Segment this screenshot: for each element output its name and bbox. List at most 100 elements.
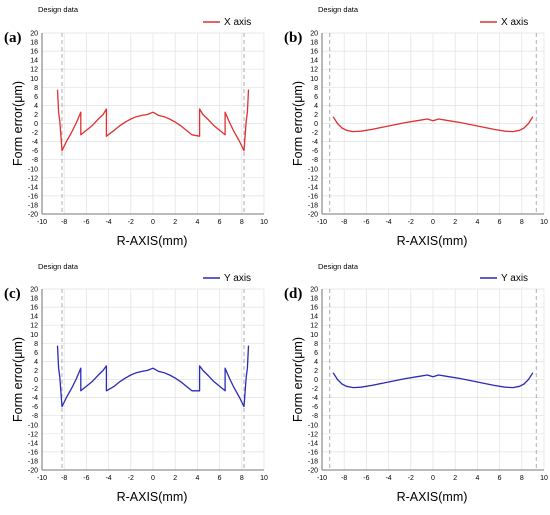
series-line-1: [56, 345, 250, 408]
legend: X axis: [203, 17, 251, 28]
x-tick-label: -6: [83, 475, 89, 482]
y-tick-label: 20: [30, 287, 38, 294]
x-tick-label: -4: [105, 475, 111, 482]
y-tick-label: -10: [28, 422, 38, 429]
x-tick-label: -10: [317, 219, 327, 226]
y-axis-title: Form error(μm): [291, 81, 305, 166]
x-tick-label: -2: [408, 219, 414, 226]
y-tick-label: -12: [28, 175, 38, 182]
x-axis-title: R-AXIS(mm): [117, 234, 188, 248]
x-tick-label: 4: [195, 219, 199, 226]
x-tick-label: 10: [540, 475, 548, 482]
y-tick-label: -2: [32, 386, 38, 393]
y-tick-label: 16: [310, 305, 318, 312]
x-tick-label: 2: [453, 219, 457, 226]
y-tick-label: 6: [34, 350, 38, 357]
x-tick-label: 0: [431, 219, 435, 226]
legend: Y axis: [480, 273, 528, 284]
y-tick-label: 2: [34, 112, 38, 119]
y-tick-label: 4: [34, 103, 38, 110]
legend: X axis: [480, 17, 528, 28]
y-tick-label: 18: [30, 40, 38, 47]
legend-label: Y axis: [224, 273, 251, 284]
y-tick-label: -14: [28, 184, 38, 191]
x-tick-label: -10: [317, 475, 327, 482]
design-data-label: Design data: [318, 262, 359, 271]
y-tick-label: 6: [34, 94, 38, 101]
y-tick-label: 20: [310, 31, 318, 38]
y-tick-label: 2: [34, 368, 38, 375]
x-tick-label: -4: [385, 219, 391, 226]
x-tick-label: -8: [61, 475, 67, 482]
x-tick-label: -2: [408, 475, 414, 482]
y-tick-label: 2: [314, 112, 318, 119]
x-tick-label: 8: [520, 475, 524, 482]
y-tick-label: 10: [310, 76, 318, 83]
x-tick-label: 0: [151, 219, 155, 226]
x-tick-label: -2: [128, 475, 134, 482]
panel-label: (d): [284, 286, 302, 302]
y-tick-label: -8: [312, 413, 318, 420]
y-tick-label: -4: [32, 395, 38, 402]
y-tick-label: -8: [32, 413, 38, 420]
y-tick-label: -12: [28, 431, 38, 438]
x-tick-label: -6: [363, 219, 369, 226]
x-tick-label: 0: [431, 475, 435, 482]
y-tick-label: 0: [34, 121, 38, 128]
x-tick-label: -10: [37, 475, 47, 482]
y-tick-label: 10: [30, 332, 38, 339]
y-tick-label: -10: [28, 166, 38, 173]
x-axis-title: R-AXIS(mm): [397, 490, 468, 504]
y-tick-label: -14: [28, 440, 38, 447]
x-tick-label: 4: [475, 219, 479, 226]
y-tick-label: -6: [32, 404, 38, 411]
x-tick-label: 6: [218, 219, 222, 226]
x-tick-label: 10: [260, 475, 268, 482]
series-line-1: [56, 89, 250, 152]
y-tick-label: -4: [32, 139, 38, 146]
y-tick-label: -6: [312, 148, 318, 155]
y-axis-title: Form error(μm): [291, 337, 305, 422]
y-tick-label: 16: [30, 305, 38, 312]
y-tick-label: 16: [30, 49, 38, 56]
y-tick-label: 10: [310, 332, 318, 339]
x-axis-title: R-AXIS(mm): [117, 490, 188, 504]
y-tick-label: 6: [314, 350, 318, 357]
legend-label: Y axis: [501, 273, 528, 284]
y-tick-label: -14: [308, 184, 318, 191]
x-tick-label: -6: [363, 475, 369, 482]
panel-label: (b): [284, 30, 302, 46]
x-tick-label: 2: [173, 475, 177, 482]
y-tick-label: -4: [312, 139, 318, 146]
panel-label: (c): [4, 286, 21, 302]
x-tick-label: -6: [83, 219, 89, 226]
y-tick-label: -2: [32, 130, 38, 137]
y-tick-label: -4: [312, 395, 318, 402]
y-tick-label: -10: [308, 422, 318, 429]
legend-label: X axis: [501, 17, 528, 28]
x-tick-label: 2: [453, 475, 457, 482]
y-tick-label: -2: [312, 386, 318, 393]
x-tick-label: -8: [61, 219, 67, 226]
x-axis-title: R-AXIS(mm): [397, 234, 468, 248]
y-tick-label: 0: [34, 377, 38, 384]
y-tick-label: 12: [310, 323, 318, 330]
y-tick-label: 2: [314, 368, 318, 375]
y-tick-label: -20: [308, 212, 318, 219]
x-tick-label: -8: [341, 475, 347, 482]
y-tick-label: 12: [310, 67, 318, 74]
y-tick-label: 8: [34, 85, 38, 92]
y-tick-label: -14: [308, 440, 318, 447]
y-tick-label: 12: [30, 323, 38, 330]
y-tick-label: 14: [30, 58, 38, 65]
x-tick-label: -10: [37, 219, 47, 226]
y-tick-label: 18: [30, 296, 38, 303]
y-tick-label: 16: [310, 49, 318, 56]
y-tick-label: 14: [310, 314, 318, 321]
y-tick-label: -12: [308, 431, 318, 438]
x-tick-label: 6: [498, 219, 502, 226]
y-tick-label: -20: [308, 468, 318, 475]
y-tick-label: 18: [310, 296, 318, 303]
series-line-1: [332, 116, 534, 133]
